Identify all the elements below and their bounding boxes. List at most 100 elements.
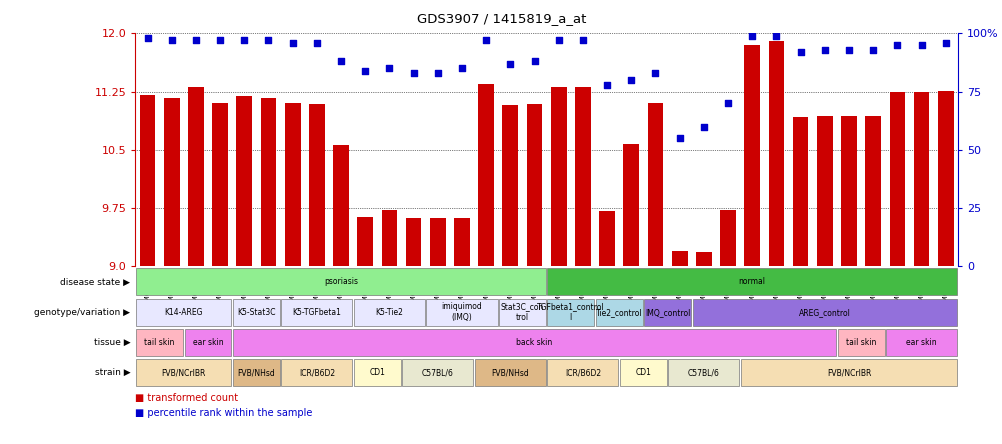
Bar — [187, 87, 203, 266]
Text: FVB/NHsd: FVB/NHsd — [237, 368, 275, 377]
Point — [236, 37, 253, 44]
Bar — [163, 98, 179, 266]
Text: K5-TGFbeta1: K5-TGFbeta1 — [293, 308, 341, 317]
Point — [671, 135, 687, 142]
Bar — [667, 359, 738, 386]
Bar — [647, 103, 662, 266]
Text: ear skin: ear skin — [192, 338, 223, 347]
Text: ear skin: ear skin — [906, 338, 936, 347]
Text: psoriasis: psoriasis — [324, 278, 358, 286]
Bar — [768, 41, 784, 266]
Bar — [526, 104, 542, 266]
Point — [187, 37, 203, 44]
Bar — [139, 95, 155, 266]
Bar — [865, 116, 880, 266]
Bar — [595, 299, 642, 325]
Bar — [695, 252, 711, 266]
Text: ■ percentile rank within the sample: ■ percentile rank within the sample — [135, 408, 313, 418]
Point — [719, 100, 735, 107]
Bar — [454, 218, 469, 266]
Bar — [792, 117, 808, 266]
Point — [622, 76, 638, 83]
Bar — [136, 329, 183, 356]
Text: normal: normal — [738, 278, 765, 286]
Point — [792, 48, 808, 56]
Bar — [281, 359, 352, 386]
Point — [647, 69, 663, 76]
Bar — [402, 359, 473, 386]
Point — [695, 123, 711, 130]
Bar — [671, 251, 686, 266]
Point — [381, 65, 397, 72]
Point — [598, 81, 614, 88]
Bar — [885, 329, 956, 356]
Text: strain ▶: strain ▶ — [94, 368, 130, 377]
Bar — [937, 91, 953, 266]
Point — [309, 39, 325, 46]
Point — [163, 37, 179, 44]
Point — [211, 37, 227, 44]
Point — [550, 37, 566, 44]
Text: ■ transformed count: ■ transformed count — [135, 393, 238, 403]
Text: genotype/variation ▶: genotype/variation ▶ — [34, 308, 130, 317]
Text: imiquimod
(IMQ): imiquimod (IMQ) — [441, 302, 482, 322]
Text: C57BL/6: C57BL/6 — [422, 368, 453, 377]
Bar — [136, 269, 545, 295]
Bar — [136, 359, 231, 386]
Bar — [406, 218, 421, 266]
Bar — [236, 96, 252, 266]
Point — [913, 41, 929, 48]
Text: CD1: CD1 — [635, 368, 650, 377]
Bar — [232, 299, 280, 325]
Text: back skin: back skin — [516, 338, 552, 347]
Bar — [498, 299, 545, 325]
Bar — [478, 84, 494, 266]
Bar — [212, 103, 227, 266]
Bar — [430, 218, 445, 266]
Bar — [547, 269, 956, 295]
Text: Tie2_control: Tie2_control — [595, 308, 642, 317]
Bar — [354, 299, 425, 325]
Bar — [354, 359, 401, 386]
Bar — [232, 359, 280, 386]
Text: FVB/NCrIBR: FVB/NCrIBR — [161, 368, 205, 377]
Bar — [550, 87, 566, 266]
Bar — [285, 103, 301, 266]
Bar — [547, 359, 618, 386]
Bar — [381, 210, 397, 266]
Text: IMQ_control: IMQ_control — [644, 308, 689, 317]
Bar — [623, 144, 638, 266]
Point — [285, 39, 301, 46]
Bar — [817, 116, 832, 266]
Text: ICR/B6D2: ICR/B6D2 — [299, 368, 335, 377]
Point — [840, 46, 856, 53]
Text: AREG_control: AREG_control — [798, 308, 850, 317]
Point — [937, 39, 953, 46]
Text: K5-Stat3C: K5-Stat3C — [236, 308, 276, 317]
Bar — [261, 98, 276, 266]
Point — [333, 58, 349, 65]
Point — [139, 35, 155, 42]
Bar — [547, 299, 594, 325]
Bar — [619, 359, 666, 386]
Text: tissue ▶: tissue ▶ — [93, 338, 130, 347]
Point — [357, 67, 373, 74]
Point — [429, 69, 445, 76]
Text: tail skin: tail skin — [845, 338, 876, 347]
Text: K5-Tie2: K5-Tie2 — [375, 308, 403, 317]
Point — [768, 32, 784, 39]
Text: GDS3907 / 1415819_a_at: GDS3907 / 1415819_a_at — [417, 12, 585, 25]
Bar — [598, 211, 614, 266]
Bar — [743, 45, 760, 266]
Text: TGFbeta1_control
l: TGFbeta1_control l — [536, 302, 604, 322]
Bar — [643, 299, 690, 325]
Bar — [474, 359, 545, 386]
Text: tail skin: tail skin — [144, 338, 174, 347]
Bar — [426, 299, 497, 325]
Point — [574, 37, 590, 44]
Point — [865, 46, 881, 53]
Bar — [232, 329, 836, 356]
Point — [889, 41, 905, 48]
Bar — [837, 329, 884, 356]
Text: CD1: CD1 — [369, 368, 385, 377]
